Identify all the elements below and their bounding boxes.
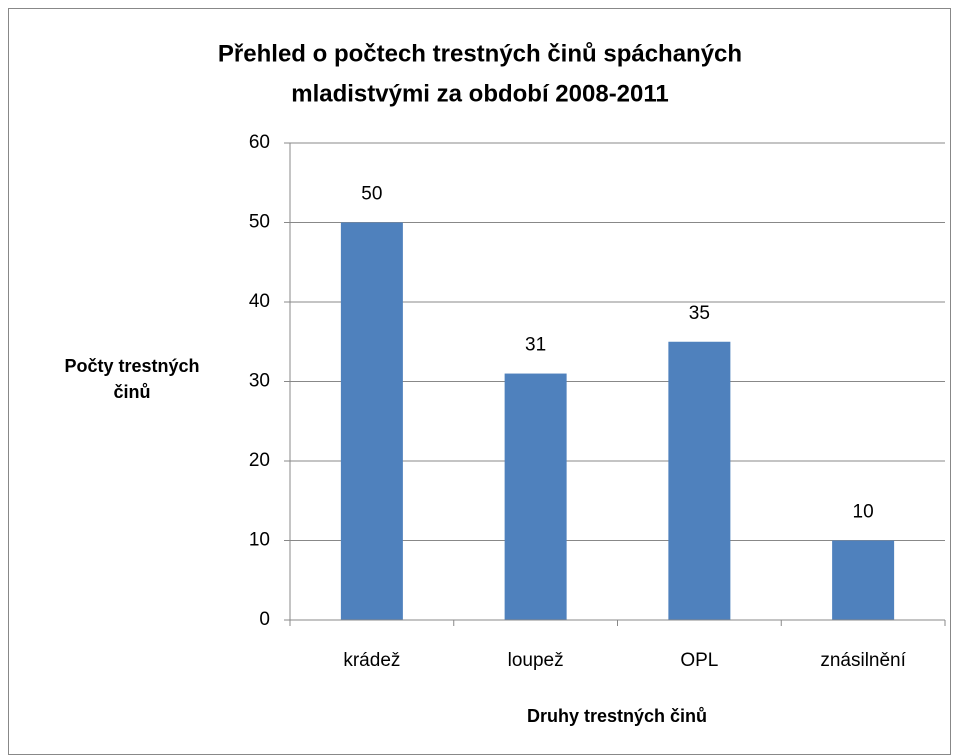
x-tick-label: krádež (343, 650, 400, 671)
bar (340, 222, 403, 620)
y-axis-label: činů (113, 382, 150, 402)
x-tick-label: loupež (508, 650, 564, 671)
y-tick-label: 60 (249, 132, 270, 153)
bar (832, 540, 895, 620)
y-tick-label: 20 (249, 450, 270, 471)
x-tick-label: OPL (680, 650, 718, 671)
data-label: 35 (689, 303, 710, 324)
y-tick-label: 10 (249, 530, 270, 551)
y-tick-label: 50 (249, 212, 270, 233)
x-axis-label: Druhy trestných činů (527, 706, 707, 726)
y-tick-label: 0 (259, 609, 270, 630)
bar (504, 373, 567, 620)
chart-title: mladistvými za období 2008-2011 (291, 80, 669, 107)
data-label: 10 (853, 502, 874, 523)
bar (668, 341, 731, 620)
y-axis-label: Počty trestných (64, 356, 199, 376)
data-label: 31 (525, 335, 546, 356)
x-tick-label: znásilnění (820, 650, 906, 671)
data-label: 50 (361, 184, 382, 205)
chart-title: Přehled o počtech trestných činů spáchan… (218, 40, 742, 67)
y-tick-label: 40 (249, 291, 270, 312)
y-tick-label: 30 (249, 371, 270, 392)
